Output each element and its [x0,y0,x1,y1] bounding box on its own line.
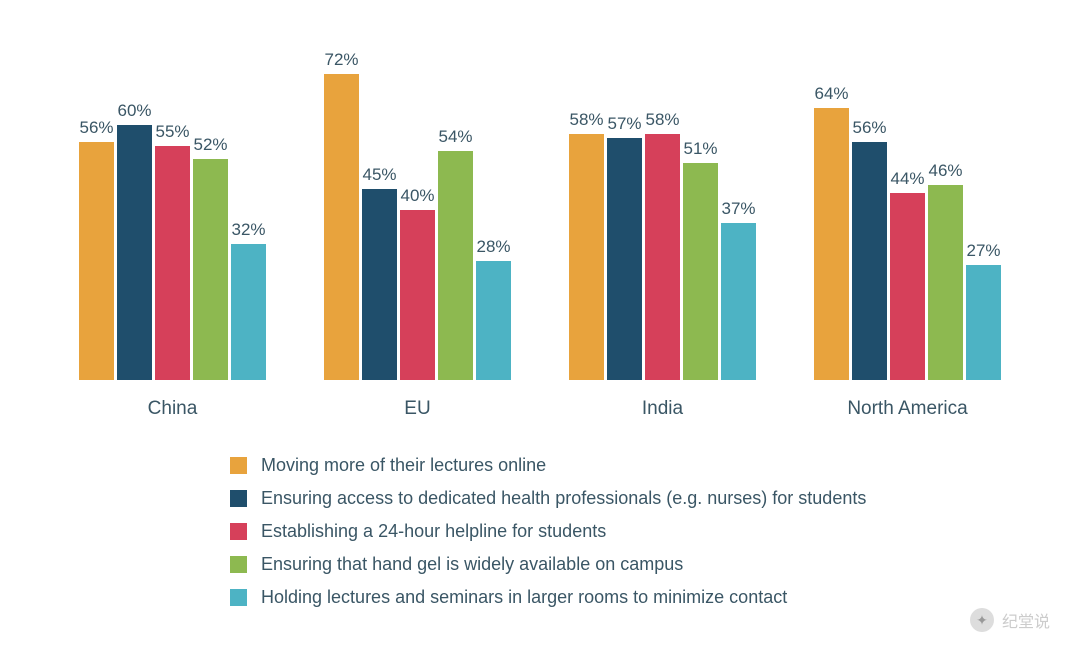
legend-item: Holding lectures and seminars in larger … [230,587,1030,608]
bars-row: 56%60%55%52% 32% [79,40,266,380]
bar-wrapper: 56% [79,118,114,380]
legend: Moving more of their lectures online Ensu… [50,455,1030,608]
bar [362,189,397,380]
category-label: China [148,398,198,420]
bar [890,193,925,380]
bar-wrapper: 28% [476,237,511,380]
bar [438,151,473,381]
bar [193,159,228,380]
legend-text: Establishing a 24-hour helpline for stud… [261,521,606,542]
legend-item: Ensuring that hand gel is widely availab… [230,554,1030,575]
bar [683,163,718,380]
bar [155,146,190,380]
bar-wrapper: 64% [814,84,849,380]
bar-value-label: 51% [683,139,717,159]
bar-value-label: 54% [438,127,472,147]
bar-wrapper: 55% [155,122,190,380]
bar [117,125,152,380]
bar [607,138,642,380]
bar-wrapper: 72% [324,50,359,380]
bar-wrapper: 57% [607,114,642,380]
watermark-text: 纪堂说 [1002,608,1050,632]
bar-value-label: 27% [966,241,1000,261]
bar-wrapper: 56% [852,118,887,380]
bar-wrapper: 58% [645,110,680,381]
watermark-icon: ✦ [970,608,994,632]
bar-value-label: 32% [231,220,265,240]
bar-value-label: 28% [476,237,510,257]
category-label: India [642,398,683,420]
legend-text: Holding lectures and seminars in larger … [261,587,787,608]
bar-wrapper: 40% [400,186,435,380]
bar [476,261,511,380]
bar-group: 72% 45%40% 54% 28% EU [295,40,540,420]
bar-value-label: 56% [79,118,113,138]
bar-value-label: 60% [117,101,151,121]
legend-item: Establishing a 24-hour helpline for stud… [230,521,1030,542]
bar-value-label: 58% [645,110,679,130]
bar-value-label: 56% [852,118,886,138]
chart-area: 56%60%55%52%32%China72%45%40%54%28%EU58%… [50,40,1030,420]
legend-text: Ensuring access to dedicated health prof… [261,488,866,509]
legend-text: Moving more of their lectures online [261,455,546,476]
legend-text: Ensuring that hand gel is widely availab… [261,554,683,575]
bar [721,223,756,380]
legend-item: Ensuring access to dedicated health prof… [230,488,1030,509]
bar [79,142,114,380]
bar-wrapper: 54% [438,127,473,381]
bar [814,108,849,380]
watermark: ✦ 纪堂说 [970,608,1050,632]
bar-wrapper: 44% [890,169,925,380]
bar-wrapper: 27% [966,241,1001,380]
bar [231,244,266,380]
bar-value-label: 55% [155,122,189,142]
bar-value-label: 64% [814,84,848,104]
bar-value-label: 57% [607,114,641,134]
bar [645,134,680,381]
bar-wrapper: 32% [231,220,266,380]
category-label: EU [404,398,430,420]
bar-group: 64%56% 44%46% 27% North America [785,40,1030,420]
bar-wrapper: 51% [683,139,718,380]
bar-value-label: 52% [193,135,227,155]
bar-wrapper: 58% [569,110,604,381]
bar [400,210,435,380]
category-label: North America [847,398,967,420]
bars-row: 64%56% 44%46% 27% [814,40,1001,380]
bar-wrapper: 46% [928,161,963,381]
bar [569,134,604,381]
legend-swatch [230,589,247,606]
bar-value-label: 46% [928,161,962,181]
bar-value-label: 37% [721,199,755,219]
legend-swatch [230,490,247,507]
legend-item: Moving more of their lectures online [230,455,1030,476]
bar [928,185,963,381]
bar-group: 56%60%55%52% 32% China [50,40,295,420]
bar-group: 58%57%58%51%37%India [540,40,785,420]
bar-value-label: 40% [400,186,434,206]
bar [324,74,359,380]
bar-value-label: 72% [324,50,358,70]
bar-wrapper: 45% [362,165,397,380]
legend-swatch [230,457,247,474]
bar-value-label: 44% [890,169,924,189]
bars-row: 58%57%58%51%37% [569,40,756,380]
bar-wrapper: 52% [193,135,228,380]
bar-wrapper: 37% [721,199,756,380]
legend-swatch [230,556,247,573]
bar-value-label: 58% [569,110,603,130]
chart-container: 56%60%55%52%32%China72%45%40%54%28%EU58%… [0,0,1080,640]
legend-swatch [230,523,247,540]
bar-value-label: 45% [362,165,396,185]
bar-wrapper: 60% [117,101,152,380]
bar [966,265,1001,380]
bar [852,142,887,380]
bars-row: 72% 45%40% 54% 28% [324,40,511,380]
